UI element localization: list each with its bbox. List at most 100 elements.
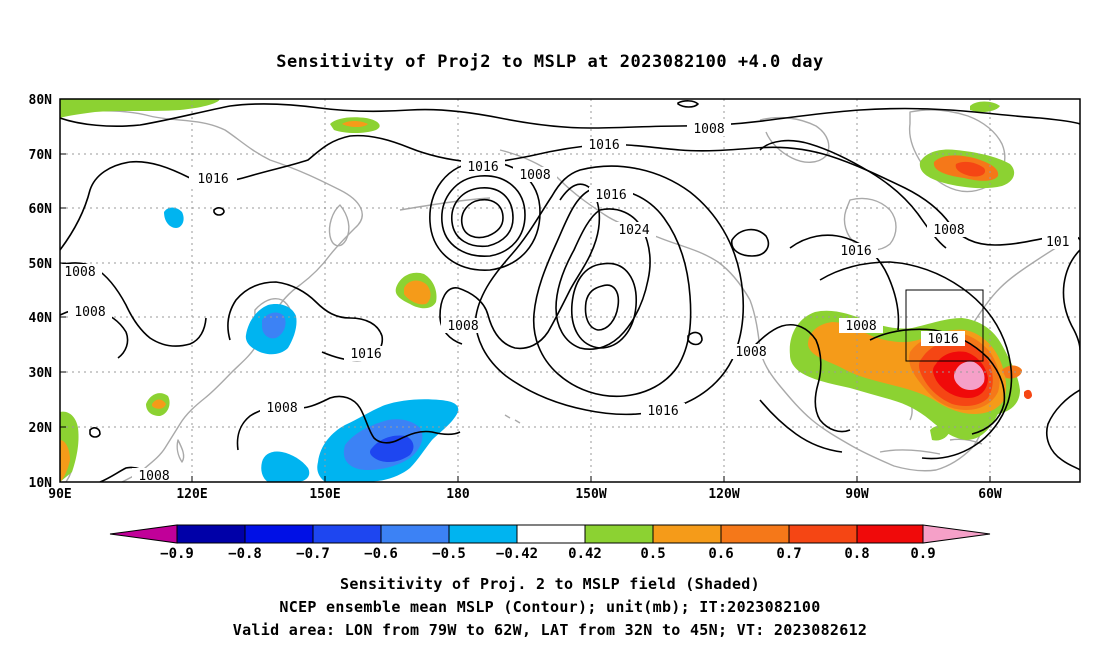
pos-region-small-green — [958, 423, 982, 438]
tick-marks — [59, 98, 991, 483]
neg-region-siberia — [164, 207, 184, 228]
hawaii-islands — [504, 414, 521, 424]
colorbar-bin — [856, 524, 924, 544]
colorbar-label: 0.9 — [910, 546, 935, 562]
lat-label: 80N — [29, 93, 53, 108]
colorbar-arrow-left — [109, 524, 178, 544]
philippines-coastline — [176, 439, 185, 463]
contour-label: 1008 — [735, 345, 766, 360]
contour-small-loop-a — [89, 427, 101, 438]
longitude-labels: 90E 120E 150E 180 150W 120W 90W 60W — [48, 487, 1002, 502]
grid-lines — [60, 99, 1080, 482]
colorbar-label: 0.8 — [844, 546, 869, 562]
contour-gulf-1016 — [759, 399, 843, 453]
latitude-labels: 80N 70N 60N 50N 40N 30N 20N 10N — [29, 93, 53, 491]
map-panel: 1016 1008 1016 1008 1008 1016 1008 1016 … — [29, 93, 1081, 502]
contour-label: 1016 — [647, 404, 678, 419]
colorbar-arrow-right — [922, 524, 991, 544]
colorbar-bin — [312, 524, 382, 544]
colorbar-label: −0.7 — [296, 546, 330, 562]
caption-line-3: Valid area: LON from 79W to 62W, LAT fro… — [233, 621, 868, 639]
contour-label: 1008 — [138, 469, 169, 484]
colorbar-label: −0.8 — [228, 546, 262, 562]
neg-region-west-pacific — [261, 451, 310, 482]
contour-label: 1008 — [933, 223, 964, 238]
colorbar-bin — [652, 524, 722, 544]
colorbar-bin — [176, 524, 246, 544]
colorbar-label: −0.9 — [160, 546, 194, 562]
map-frame — [59, 98, 1081, 483]
contour-us-1008 — [747, 324, 851, 433]
contour-label: 1008 — [266, 401, 297, 416]
contour-arctic-small-loop — [677, 100, 699, 108]
caption-line-1: Sensitivity of Proj. 2 to MSLP field (Sh… — [340, 575, 760, 593]
contour-label: 1016 — [467, 160, 498, 175]
valid-area-rect — [905, 289, 984, 362]
contour-small-loop-c — [687, 331, 703, 346]
lat-label: 20N — [29, 421, 53, 436]
contour-label: 1008 — [74, 305, 105, 320]
contour-label: 1016 — [595, 188, 626, 203]
lat-label: 30N — [29, 366, 53, 381]
contour-label: 1008 — [64, 265, 95, 280]
contour-label: 1008 — [693, 122, 724, 137]
contour-canada-1008 — [759, 139, 947, 249]
lon-label: 120E — [176, 487, 207, 502]
colorbar-label: −0.5 — [432, 546, 466, 562]
caption-line-2: NCEP ensemble mean MSLP (Contour); unit(… — [279, 598, 820, 616]
lat-label: 60N — [29, 202, 53, 217]
lon-label: 120W — [708, 487, 739, 502]
colorbar-bin — [244, 524, 314, 544]
colorbar-label: −0.42 — [496, 546, 538, 562]
pos-region-arctic-core — [342, 121, 368, 127]
lon-label: 90W — [845, 487, 869, 502]
pos-region-far-east-atlantic — [1024, 389, 1032, 399]
contour-high-outer — [475, 165, 745, 416]
contour-label: 1016 — [197, 172, 228, 187]
contour-label: 1016 — [588, 138, 619, 153]
pos-region-india-orange — [60, 440, 70, 482]
colorbar-bin — [720, 524, 790, 544]
pos-region-greenland-inner — [955, 161, 986, 177]
contour-label: 1008 — [845, 319, 876, 334]
colorbar-bin — [448, 524, 518, 544]
contour-label: 101 — [1046, 235, 1069, 250]
contour-north-1008 — [60, 103, 1080, 129]
contour-label: 1008 — [519, 168, 550, 183]
colorbar-bin — [788, 524, 858, 544]
colorbar-label: 0.7 — [776, 546, 801, 562]
pos-region-south-china-core — [152, 399, 166, 409]
contour-labels: 1016 1008 1016 1008 1008 1016 1008 1016 … — [60, 121, 1078, 484]
colorbar-bin — [584, 524, 654, 544]
pos-region-northwest — [60, 99, 220, 118]
contour-east-101 — [1062, 249, 1080, 351]
colorbar — [109, 524, 991, 544]
neg-region-japan-core — [262, 312, 286, 339]
lon-label: 180 — [446, 487, 470, 502]
contour-east-atlantic-low — [1046, 389, 1080, 471]
pos-region-caribbean — [930, 425, 950, 441]
hudson-bay-coastline — [843, 197, 897, 251]
contour-siberia-small-loop — [213, 207, 225, 216]
lat-label: 10N — [29, 476, 53, 491]
pos-region-northeast — [970, 101, 1000, 113]
colorbar-label: 0.42 — [568, 546, 602, 562]
contour-atlantic-outer — [819, 261, 1013, 460]
valid-area-box — [905, 289, 984, 362]
contour-high-inner — [570, 262, 637, 349]
figure-title: Sensitivity of Proj2 to MSLP at 20230821… — [276, 52, 823, 72]
colorbar-labels: −0.9 −0.8 −0.7 −0.6 −0.5 −0.42 0.42 0.5 … — [160, 546, 936, 562]
colorbar-label: 0.5 — [640, 546, 665, 562]
contour-label: 1024 — [618, 223, 649, 238]
pos-region-atlantic-pink — [953, 361, 985, 390]
contour-label: 1016 — [840, 244, 871, 259]
asia-coastline — [60, 109, 363, 482]
lon-label: 150W — [575, 487, 606, 502]
lon-label: 60W — [978, 487, 1002, 502]
contour-small-loop-b — [730, 228, 770, 257]
contour-low-1008-loops — [429, 161, 541, 271]
contour-atlantic-1016 — [869, 328, 1006, 435]
colorbar-bin — [516, 524, 586, 544]
pos-region-north-pacific-core — [404, 280, 431, 305]
